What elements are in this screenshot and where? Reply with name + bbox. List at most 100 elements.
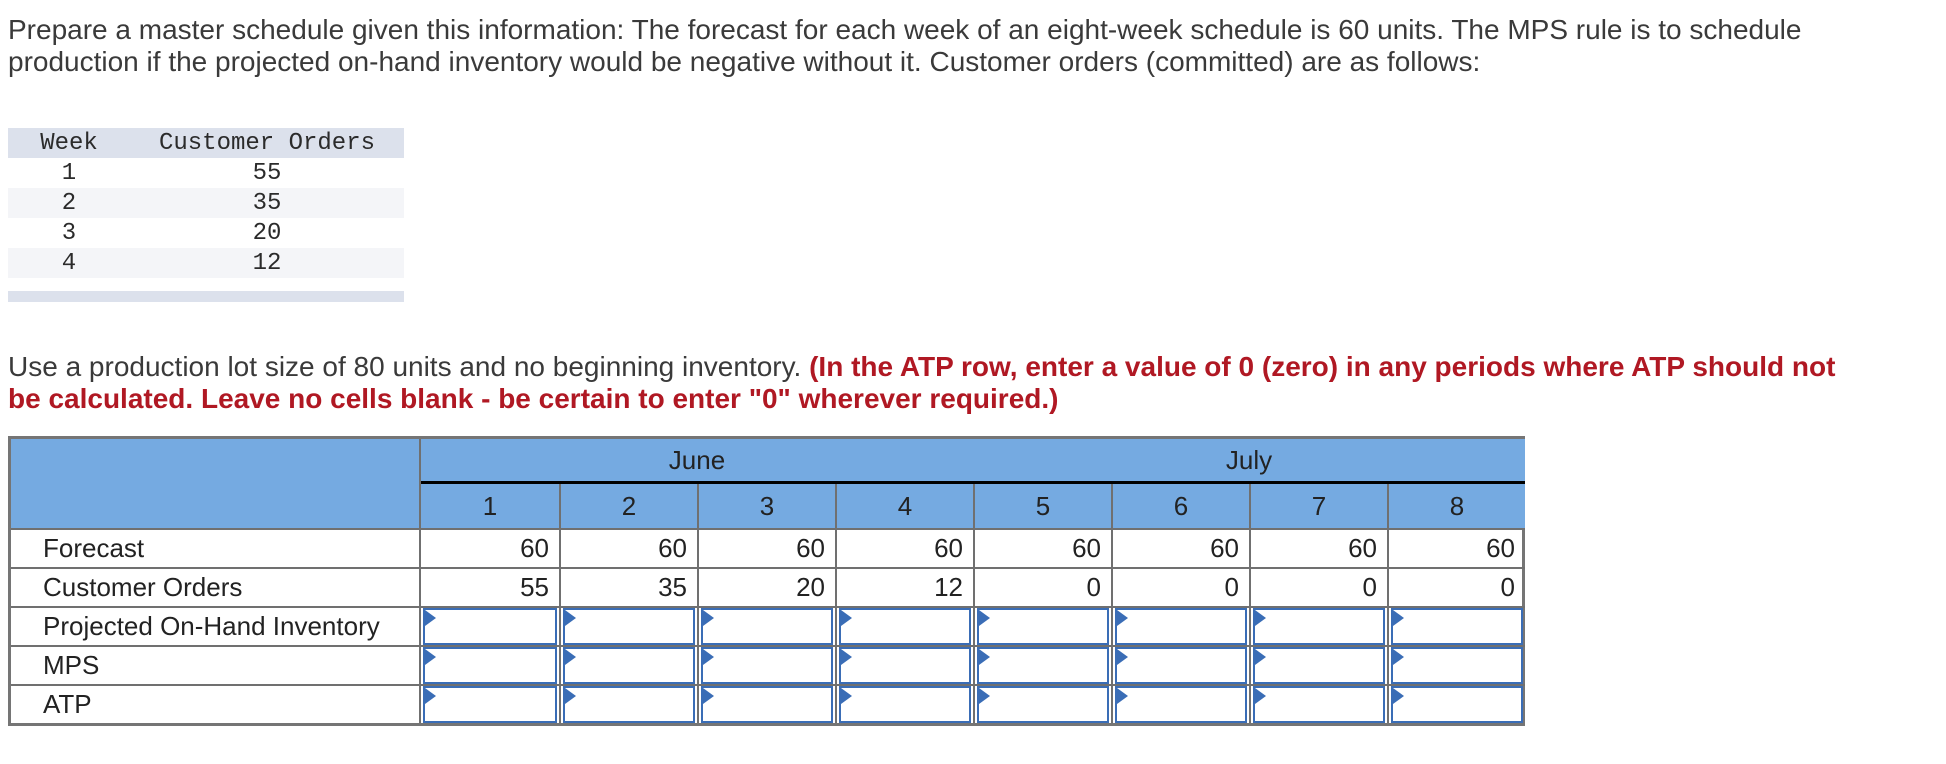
atp-input-field-w8[interactable] xyxy=(1393,688,1521,721)
mps-cell-w2 xyxy=(559,645,697,684)
atp-cell-w1 xyxy=(421,684,559,723)
mps-input-field-w5[interactable] xyxy=(979,649,1107,682)
poh-input-w8[interactable] xyxy=(1391,608,1523,645)
poh-cell-w2 xyxy=(559,606,697,645)
atp-input-w2[interactable] xyxy=(563,686,695,723)
mps-input-field-w1[interactable] xyxy=(425,649,555,682)
mps-input-w2[interactable] xyxy=(563,647,695,684)
orders-table-row: 3 20 xyxy=(8,218,404,248)
mps-input-w6[interactable] xyxy=(1115,647,1247,684)
atp-input-field-w7[interactable] xyxy=(1255,688,1383,721)
mps-cell-w1 xyxy=(421,645,559,684)
poh-input-field-w3[interactable] xyxy=(703,610,831,643)
mps-input-w8[interactable] xyxy=(1391,647,1523,684)
orders-week: 4 xyxy=(61,249,77,277)
poh-input-field-w2[interactable] xyxy=(565,610,693,643)
mps-input-field-w3[interactable] xyxy=(703,649,831,682)
forecast-w6: 60 xyxy=(1111,528,1249,567)
poh-cell-w7 xyxy=(1249,606,1387,645)
poh-input-w5[interactable] xyxy=(977,608,1109,645)
atp-input-w8[interactable] xyxy=(1391,686,1523,723)
orders-table-footer-strip xyxy=(8,291,404,302)
poh-input-field-w6[interactable] xyxy=(1117,610,1245,643)
orders-value: 20 xyxy=(252,219,282,247)
mps-input-w4[interactable] xyxy=(839,647,971,684)
poh-input-w4[interactable] xyxy=(839,608,971,645)
atp-input-field-w6[interactable] xyxy=(1117,688,1245,721)
poh-input-field-w1[interactable] xyxy=(425,610,555,643)
week-header-2: 2 xyxy=(559,484,697,528)
customer-orders-w7: 0 xyxy=(1249,567,1387,606)
forecast-w7: 60 xyxy=(1249,528,1387,567)
orders-table: Week Customer Orders 1 55 2 35 3 20 4 12 xyxy=(8,128,404,278)
poh-input-field-w4[interactable] xyxy=(841,610,969,643)
instruction-emphasis: (In the ATP row, enter a value of 0 (zer… xyxy=(8,351,1836,414)
mps-input-w7[interactable] xyxy=(1253,647,1385,684)
forecast-w1: 60 xyxy=(421,528,559,567)
customer-orders-w6: 0 xyxy=(1111,567,1249,606)
atp-input-field-w3[interactable] xyxy=(703,688,831,721)
atp-input-w6[interactable] xyxy=(1115,686,1247,723)
customer-orders-w5: 0 xyxy=(973,567,1111,606)
atp-cell-w2 xyxy=(559,684,697,723)
row-label-customer-orders: Customer Orders xyxy=(11,567,421,606)
poh-input-field-w5[interactable] xyxy=(979,610,1107,643)
poh-cell-w6 xyxy=(1111,606,1249,645)
customer-orders-w1: 55 xyxy=(421,567,559,606)
orders-header-week: Week xyxy=(40,129,98,157)
poh-input-w1[interactable] xyxy=(423,608,557,645)
mps-input-field-w8[interactable] xyxy=(1393,649,1521,682)
atp-input-w7[interactable] xyxy=(1253,686,1385,723)
poh-cell-w5 xyxy=(973,606,1111,645)
orders-header-customer-orders: Customer Orders xyxy=(158,129,376,157)
poh-cell-w3 xyxy=(697,606,835,645)
atp-input-field-w5[interactable] xyxy=(979,688,1107,721)
poh-input-w7[interactable] xyxy=(1253,608,1385,645)
mps-cell-w6 xyxy=(1111,645,1249,684)
mps-input-w1[interactable] xyxy=(423,647,557,684)
week-header-1: 1 xyxy=(421,484,559,528)
mps-input-field-w6[interactable] xyxy=(1117,649,1245,682)
forecast-w3: 60 xyxy=(697,528,835,567)
poh-input-field-w7[interactable] xyxy=(1255,610,1383,643)
mps-cell-w7 xyxy=(1249,645,1387,684)
customer-orders-w8: 0 xyxy=(1387,567,1525,606)
row-label-mps: MPS xyxy=(11,645,421,684)
poh-input-w2[interactable] xyxy=(563,608,695,645)
row-label-atp: ATP xyxy=(11,684,421,723)
mps-input-w5[interactable] xyxy=(977,647,1109,684)
atp-input-w4[interactable] xyxy=(839,686,971,723)
customer-orders-w2: 35 xyxy=(559,567,697,606)
atp-input-field-w2[interactable] xyxy=(565,688,693,721)
week-header-3: 3 xyxy=(697,484,835,528)
customer-orders-w3: 20 xyxy=(697,567,835,606)
atp-cell-w3 xyxy=(697,684,835,723)
mps-cell-w8 xyxy=(1387,645,1525,684)
mps-input-w3[interactable] xyxy=(701,647,833,684)
poh-input-field-w8[interactable] xyxy=(1393,610,1521,643)
atp-input-field-w4[interactable] xyxy=(841,688,969,721)
mps-input-field-w4[interactable] xyxy=(841,649,969,682)
mps-table: June July 1 2 3 4 5 6 7 8 Forecast 60 60… xyxy=(8,436,1525,726)
forecast-w5: 60 xyxy=(973,528,1111,567)
atp-input-field-w1[interactable] xyxy=(425,688,555,721)
mps-input-field-w2[interactable] xyxy=(565,649,693,682)
orders-week: 1 xyxy=(61,159,77,187)
orders-table-row: 1 55 xyxy=(8,158,404,188)
forecast-w2: 60 xyxy=(559,528,697,567)
atp-cell-w5 xyxy=(973,684,1111,723)
atp-input-w3[interactable] xyxy=(701,686,833,723)
atp-input-w1[interactable] xyxy=(423,686,557,723)
poh-input-w6[interactable] xyxy=(1115,608,1247,645)
poh-cell-w4 xyxy=(835,606,973,645)
week-header-5: 5 xyxy=(973,484,1111,528)
problem-statement: Prepare a master schedule given this inf… xyxy=(8,14,1802,77)
orders-week: 2 xyxy=(61,189,77,217)
poh-cell-w8 xyxy=(1387,606,1525,645)
atp-cell-w8 xyxy=(1387,684,1525,723)
poh-input-w3[interactable] xyxy=(701,608,833,645)
atp-input-w5[interactable] xyxy=(977,686,1109,723)
orders-value: 55 xyxy=(252,159,282,187)
mps-input-field-w7[interactable] xyxy=(1255,649,1383,682)
row-label-projected-on-hand: Projected On-Hand Inventory xyxy=(11,606,421,645)
